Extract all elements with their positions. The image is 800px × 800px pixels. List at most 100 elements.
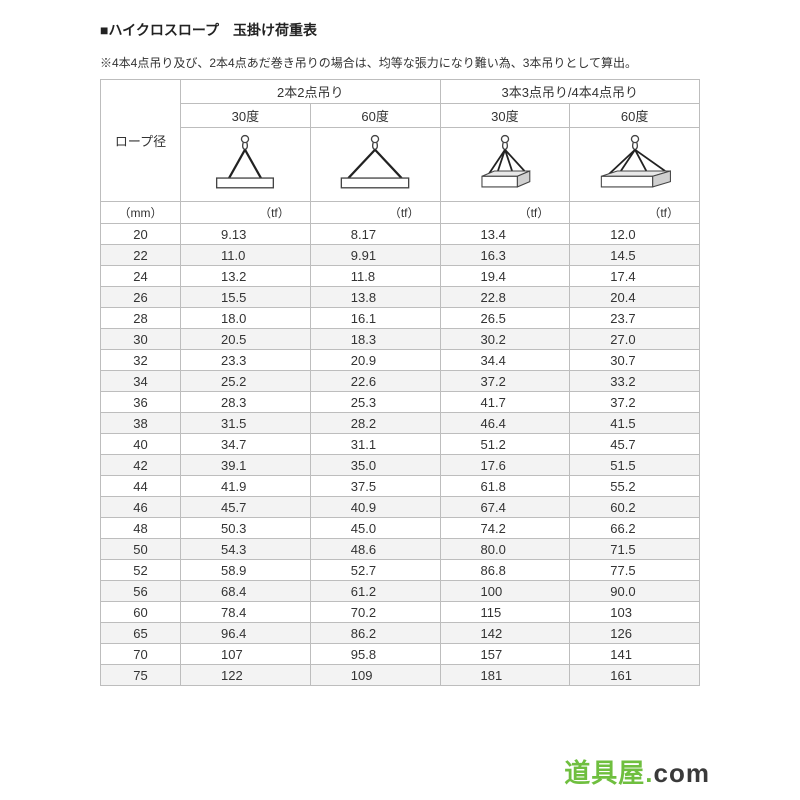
load-value: 90.0 [570,581,700,602]
rope-diameter: 52 [101,560,181,581]
rope-diameter: 65 [101,623,181,644]
table-row: 5668.461.210090.0 [101,581,700,602]
table-row: 7010795.8157141 [101,644,700,665]
rope-diameter: 26 [101,287,181,308]
load-value: 161 [570,665,700,686]
load-value: 122 [181,665,311,686]
load-value: 141 [570,644,700,665]
load-value: 34.4 [440,350,570,371]
load-value: 26.5 [440,308,570,329]
load-value: 41.7 [440,392,570,413]
load-value: 11.0 [181,245,311,266]
watermark-tld: com [654,758,710,788]
load-value: 54.3 [181,539,311,560]
load-value: 45.7 [181,497,311,518]
load-value: 55.2 [570,476,700,497]
table-row: 4645.740.967.460.2 [101,497,700,518]
load-value: 61.8 [440,476,570,497]
load-value: 33.2 [570,371,700,392]
rope-diameter: 56 [101,581,181,602]
unit-mm: （mm） [101,202,181,224]
table-row: 2413.211.819.417.4 [101,266,700,287]
table-row: 3223.320.934.430.7 [101,350,700,371]
load-value: 41.5 [570,413,700,434]
unit-tf-3: （tf） [440,202,570,224]
table-row: 6078.470.2115103 [101,602,700,623]
load-value: 58.9 [181,560,311,581]
load-value: 31.5 [181,413,311,434]
load-value: 60.2 [570,497,700,518]
load-value: 96.4 [181,623,311,644]
site-watermark: 道具屋.com [564,753,710,790]
load-value: 67.4 [440,497,570,518]
load-value: 39.1 [181,455,311,476]
rope-diameter: 40 [101,434,181,455]
table-row: 75122109181161 [101,665,700,686]
load-value: 17.6 [440,455,570,476]
load-value: 40.9 [310,497,440,518]
load-value: 78.4 [181,602,311,623]
load-value: 14.5 [570,245,700,266]
rope-diameter: 22 [101,245,181,266]
unit-tf-4: （tf） [570,202,700,224]
group-header-2leg: 2本2点吊り [181,80,441,104]
load-value: 61.2 [310,581,440,602]
load-value: 45.7 [570,434,700,455]
table-row: 4850.345.074.266.2 [101,518,700,539]
load-value: 70.2 [310,602,440,623]
load-value: 71.5 [570,539,700,560]
load-value: 52.7 [310,560,440,581]
rope-diameter: 46 [101,497,181,518]
unit-tf-2: （tf） [310,202,440,224]
load-value: 22.8 [440,287,570,308]
load-value: 31.1 [310,434,440,455]
load-value: 8.17 [310,224,440,245]
load-value: 77.5 [570,560,700,581]
sling-icon-4leg-30 [440,128,570,202]
rope-diameter: 30 [101,329,181,350]
load-value: 30.2 [440,329,570,350]
table-row: 2818.016.126.523.7 [101,308,700,329]
group-header-3-4leg: 3本3点吊り/4本4点吊り [440,80,700,104]
table-row: 5258.952.786.877.5 [101,560,700,581]
rope-diameter: 28 [101,308,181,329]
sling-icon-2leg-30 [181,128,311,202]
load-value: 30.7 [570,350,700,371]
load-value: 17.4 [570,266,700,287]
load-value: 37.2 [440,371,570,392]
load-value: 19.4 [440,266,570,287]
table-body: 209.138.1713.412.02211.09.9116.314.52413… [101,224,700,686]
load-value: 16.1 [310,308,440,329]
table-row: 6596.486.2142126 [101,623,700,644]
table-row: 4441.937.561.855.2 [101,476,700,497]
load-value: 86.8 [440,560,570,581]
load-value: 34.7 [181,434,311,455]
load-value: 11.8 [310,266,440,287]
row-header-label: ロープ径 [101,80,181,202]
load-value: 103 [570,602,700,623]
page-title: ■ハイクロスロープ 玉掛け荷重表 [100,20,700,40]
load-value: 50.3 [181,518,311,539]
angle-header-30b: 30度 [440,104,570,128]
load-value: 23.7 [570,308,700,329]
load-value: 107 [181,644,311,665]
rope-diameter: 60 [101,602,181,623]
load-value: 9.91 [310,245,440,266]
load-value: 28.3 [181,392,311,413]
load-value: 20.5 [181,329,311,350]
load-value: 95.8 [310,644,440,665]
table-row: 4034.731.151.245.7 [101,434,700,455]
rope-diameter: 20 [101,224,181,245]
load-value: 109 [310,665,440,686]
rope-diameter: 32 [101,350,181,371]
load-value: 16.3 [440,245,570,266]
watermark-dot: . [645,758,653,788]
load-value: 115 [440,602,570,623]
rope-diameter: 36 [101,392,181,413]
load-value: 41.9 [181,476,311,497]
load-value: 80.0 [440,539,570,560]
load-value: 37.5 [310,476,440,497]
table-row: 3628.325.341.737.2 [101,392,700,413]
load-value: 13.8 [310,287,440,308]
load-value: 25.3 [310,392,440,413]
